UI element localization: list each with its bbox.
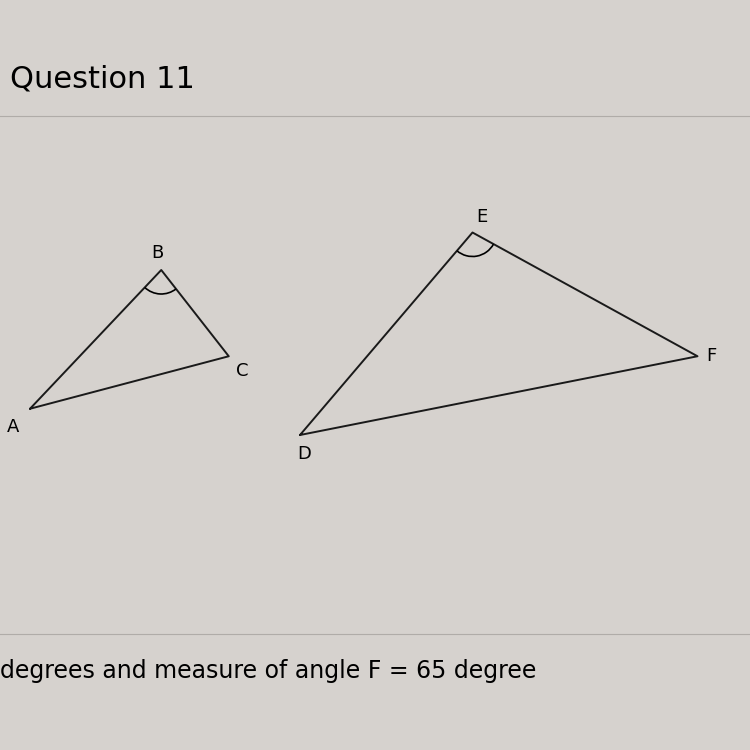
Text: D: D — [297, 445, 310, 463]
Text: F: F — [706, 347, 716, 365]
Text: E: E — [476, 209, 488, 226]
Text: B: B — [152, 244, 164, 262]
Text: degrees and measure of angle F = 65 degree: degrees and measure of angle F = 65 degr… — [0, 659, 536, 683]
Text: C: C — [236, 362, 248, 380]
Text: A: A — [8, 419, 20, 436]
Text: Question 11: Question 11 — [10, 64, 195, 93]
